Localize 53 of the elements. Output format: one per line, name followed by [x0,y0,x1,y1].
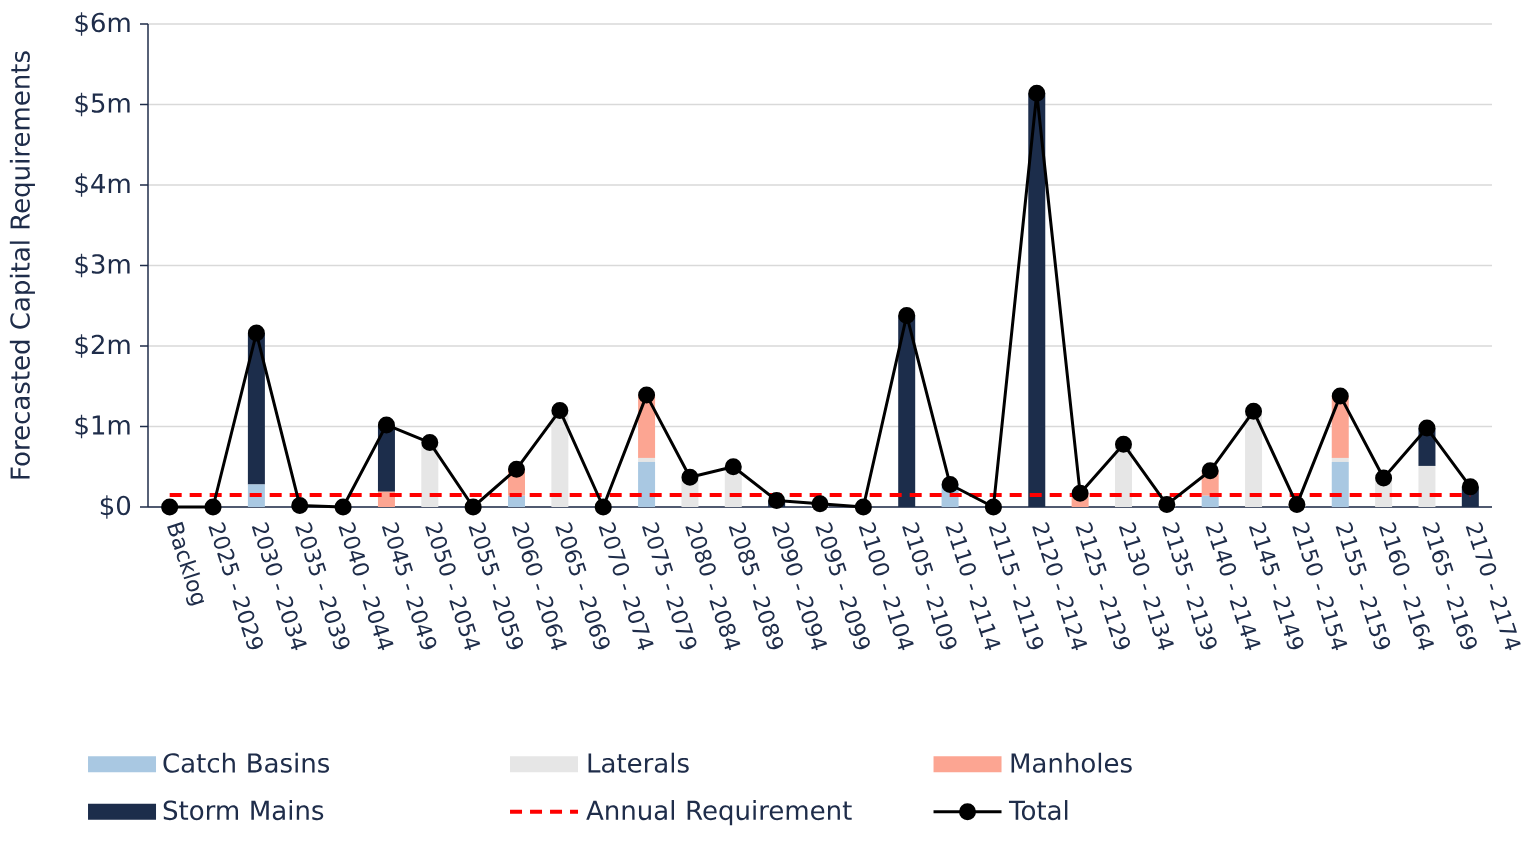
bar [638,461,656,507]
point [1331,387,1349,405]
bar [1201,495,1219,507]
legend-label: Manholes [1011,752,1132,773]
point [334,498,352,516]
point [551,401,569,419]
point [204,498,222,516]
point [161,498,179,516]
point [1028,84,1046,102]
y-axis-title: Forecasted Capital Requirements [9,51,35,479]
point [984,498,1002,516]
legend-label: Storm Mains [163,800,324,821]
point [508,460,526,478]
x-tick-label: Backlog [167,521,205,606]
point [594,498,612,516]
point [941,475,959,493]
bar [1331,457,1349,462]
y-tick-label: $5m [75,92,130,117]
point [1201,462,1219,480]
point [1418,419,1436,437]
point [1071,484,1089,502]
point [638,386,656,404]
y-tick-label: $1m [75,414,130,439]
point [854,498,872,516]
point [811,495,829,513]
y-tick-label: $6m [75,12,130,36]
bar [1331,461,1349,507]
y-tick-label: $2m [75,334,130,358]
legend-label: Total [1008,800,1068,821]
point [464,498,482,516]
point [1114,435,1132,453]
y-tick-label: $3m [75,253,130,278]
point [291,496,309,514]
point [681,468,699,486]
y-tick-label: $4m [75,173,130,197]
point [898,306,916,324]
point [1288,496,1306,514]
point [1461,478,1479,496]
point [1158,496,1176,514]
y-tick-label: $0 [100,495,131,519]
legend-label: Catch Basins [163,752,330,773]
bar [638,457,656,462]
bar [508,495,526,507]
point [421,434,439,452]
point [1245,402,1263,420]
point [377,416,395,434]
bar [1418,465,1436,507]
point [1375,469,1393,487]
point [768,492,786,510]
legend-label: Laterals [588,752,689,773]
legend-label: Annual Requirement [586,800,852,826]
point [247,324,265,342]
point [724,458,742,476]
